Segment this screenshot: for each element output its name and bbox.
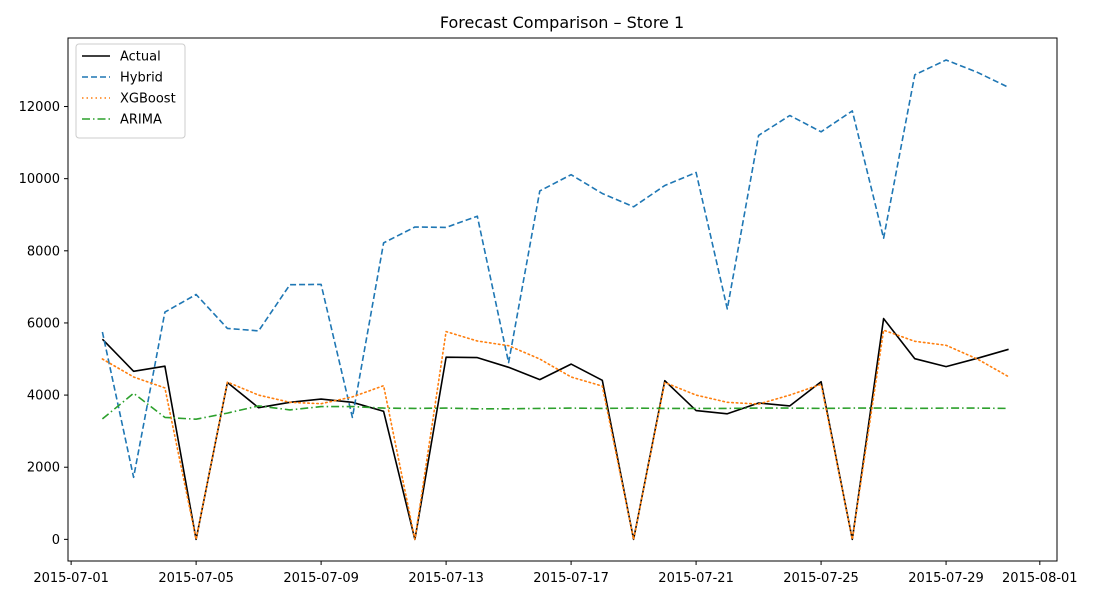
y-tick-label: 2000 [27, 461, 60, 476]
x-tick-label: 2015-07-09 [283, 571, 359, 586]
x-tick-label: 2015-07-05 [158, 571, 234, 586]
legend-label-hybrid: Hybrid [120, 71, 163, 86]
x-tick-label: 2015-07-13 [408, 571, 484, 586]
x-tick-label: 2015-07-29 [908, 571, 984, 586]
y-tick-label: 6000 [27, 316, 60, 331]
x-tick-label: 2015-07-17 [533, 571, 609, 586]
legend-label-xgboost: XGBoost [120, 92, 176, 107]
plot-frame [67, 37, 1058, 562]
x-tick-label: 2015-08-01 [1002, 571, 1078, 586]
x-tick-label: 2015-07-25 [783, 571, 859, 586]
legend-box [75, 43, 186, 139]
legend: Actual Hybrid XGBoost ARIMA [75, 43, 186, 139]
series-line-arima [101, 392, 1009, 421]
x-tick-label: 2015-07-21 [658, 571, 734, 586]
y-tick-label: 8000 [27, 244, 60, 259]
legend-label-arima: ARIMA [120, 113, 162, 128]
y-tick-label: 0 [52, 533, 60, 548]
y-tick-label: 12000 [19, 100, 60, 115]
x-tick-label: 2015-07-01 [33, 571, 109, 586]
series-layer [101, 59, 1010, 541]
chart-title: Forecast Comparison – Store 1 [440, 13, 684, 32]
y-tick-label: 10000 [19, 172, 60, 187]
legend-label-actual: Actual [120, 50, 161, 65]
series-line-actual [101, 317, 1009, 541]
y-tick-label: 4000 [27, 389, 60, 404]
x-axis: 2015-07-01 2015-07-05 2015-07-09 2015-07-13… [33, 561, 1078, 586]
series-line-hybrid [101, 59, 1009, 479]
y-axis: 0 2000 4000 6000 8000 10000 12000 [19, 100, 68, 548]
series-line-xgboost [101, 329, 1010, 541]
